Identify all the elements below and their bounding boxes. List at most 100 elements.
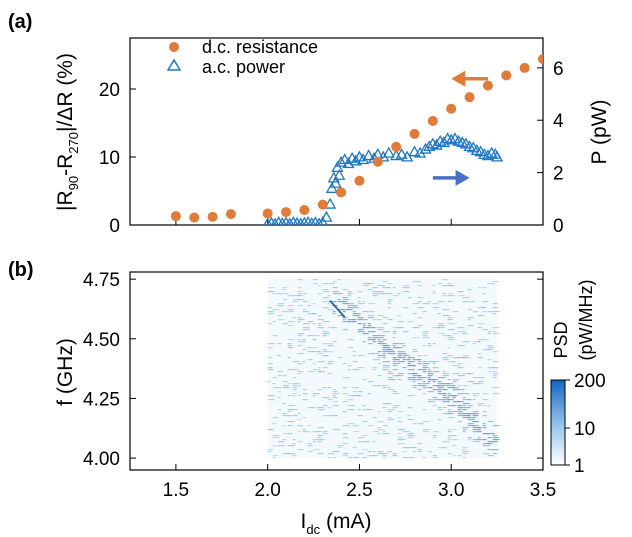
heatmap-cell: [372, 431, 379, 433]
heatmap-cell: [407, 373, 415, 375]
heatmap-cell: [417, 443, 422, 445]
panel-b-ytick-label: 4.25: [83, 389, 120, 410]
heatmap-cell: [392, 347, 399, 349]
heatmap-cell: [452, 429, 456, 431]
heatmap-cell: [422, 431, 429, 433]
heatmap-cell: [422, 421, 430, 423]
heatmap-cell: [487, 433, 495, 435]
heatmap-cell: [447, 431, 452, 433]
heatmap-cell: [402, 353, 407, 355]
heatmap-cell: [342, 453, 349, 455]
heatmap-cell: [357, 331, 365, 333]
heatmap-cell: [277, 409, 281, 411]
heatmap-cell: [362, 333, 369, 335]
heatmap-cell: [322, 367, 328, 369]
heatmap-cell: [467, 425, 474, 427]
heatmap-cell: [277, 391, 281, 393]
panel-a-x-ticks: [175, 219, 544, 225]
heatmap-cell: [417, 423, 424, 425]
heatmap-cell: [417, 377, 423, 379]
heatmap-cell: [442, 353, 447, 355]
heatmap-cell: [322, 289, 329, 291]
heatmap-cell: [397, 343, 405, 345]
heatmap-cell: [387, 377, 393, 379]
heatmap-cell: [397, 355, 402, 357]
heatmap-cell: [342, 363, 347, 365]
ac-power-point: [362, 149, 375, 161]
heatmap-cell: [417, 369, 423, 371]
heatmap-cell: [397, 351, 405, 353]
ac-power-point: [299, 216, 310, 225]
heatmap-cell: [362, 341, 366, 343]
heatmap-cell: [297, 287, 302, 289]
heatmap-cell: [367, 381, 374, 383]
heatmap-cell: [447, 283, 452, 285]
heatmap-cell: [362, 301, 366, 303]
panel-a-arrows: [432, 70, 488, 186]
heatmap-cell: [327, 387, 331, 389]
heatmap-cell: [397, 437, 403, 439]
heatmap-cell: [452, 439, 458, 441]
colorbar: 1 10 200 PSD (pW/MHz): [550, 280, 606, 477]
heatmap-cell: [477, 357, 483, 359]
heatmap-cell: [447, 385, 454, 387]
heatmap-cell: [272, 383, 276, 385]
heatmap-cell: [432, 405, 437, 407]
heatmap-cell: [472, 427, 480, 429]
heatmap-cell: [437, 327, 445, 329]
heatmap-cell: [432, 343, 436, 345]
heatmap-cell: [477, 429, 481, 431]
heatmap-cell: [317, 431, 322, 433]
heatmap-cell: [392, 393, 400, 395]
heatmap-cell: [277, 343, 282, 345]
heatmap-cell: [352, 361, 358, 363]
heatmap-cell: [292, 377, 296, 379]
legend-marker-ac-power: [166, 58, 182, 71]
heatmap-cell: [437, 407, 442, 409]
heatmap-cell: [277, 371, 283, 373]
heatmap-cell: [442, 293, 446, 295]
heatmap-cell: [432, 285, 436, 287]
heatmap-cell: [352, 305, 358, 307]
heatmap-cell: [487, 347, 495, 349]
heatmap-cell: [292, 295, 299, 297]
heatmap-cell: [387, 319, 393, 321]
heatmap-cell: [457, 291, 464, 293]
heatmap-cell: [412, 349, 417, 351]
heatmap-cell: [437, 393, 445, 395]
heatmap-cell: [287, 433, 293, 435]
heatmap-cell: [272, 435, 280, 437]
heatmap-cell: [452, 311, 459, 313]
heatmap-cell: [397, 321, 404, 323]
heatmap-cell: [407, 359, 411, 361]
ac-power-point: [408, 145, 421, 157]
heatmap-cell: [452, 381, 457, 383]
heatmap-cell: [482, 415, 487, 417]
heatmap-cell: [447, 317, 453, 319]
heatmap-cell: [347, 409, 355, 411]
heatmap-cell: [332, 313, 336, 315]
heatmap-cell: [452, 389, 459, 391]
heatmap-cell: [322, 335, 327, 337]
heatmap-cell: [347, 303, 354, 305]
heatmap-cell: [412, 351, 418, 353]
heatmap-cell: [347, 365, 352, 367]
heatmap-cell: [327, 361, 334, 363]
heatmap-cell: [472, 399, 476, 401]
heatmap-cell: [452, 405, 457, 407]
heatmap-cell: [442, 335, 449, 337]
heatmap-cell: [287, 421, 295, 423]
heatmap-cell: [457, 405, 462, 407]
heatmap-cell: [307, 451, 313, 453]
heatmap-cell: [367, 327, 375, 329]
heatmap-cell: [357, 291, 363, 293]
heatmap-cell: [432, 367, 439, 369]
heatmap-cell: [412, 375, 419, 377]
heatmap-cell: [337, 447, 342, 449]
heatmap-cell: [442, 393, 447, 395]
heatmap-cell: [437, 283, 442, 285]
heatmap-cell: [377, 315, 384, 317]
heatmap-cell: [472, 343, 476, 345]
heatmap-cell: [327, 327, 334, 329]
heatmap-cell: [462, 403, 470, 405]
